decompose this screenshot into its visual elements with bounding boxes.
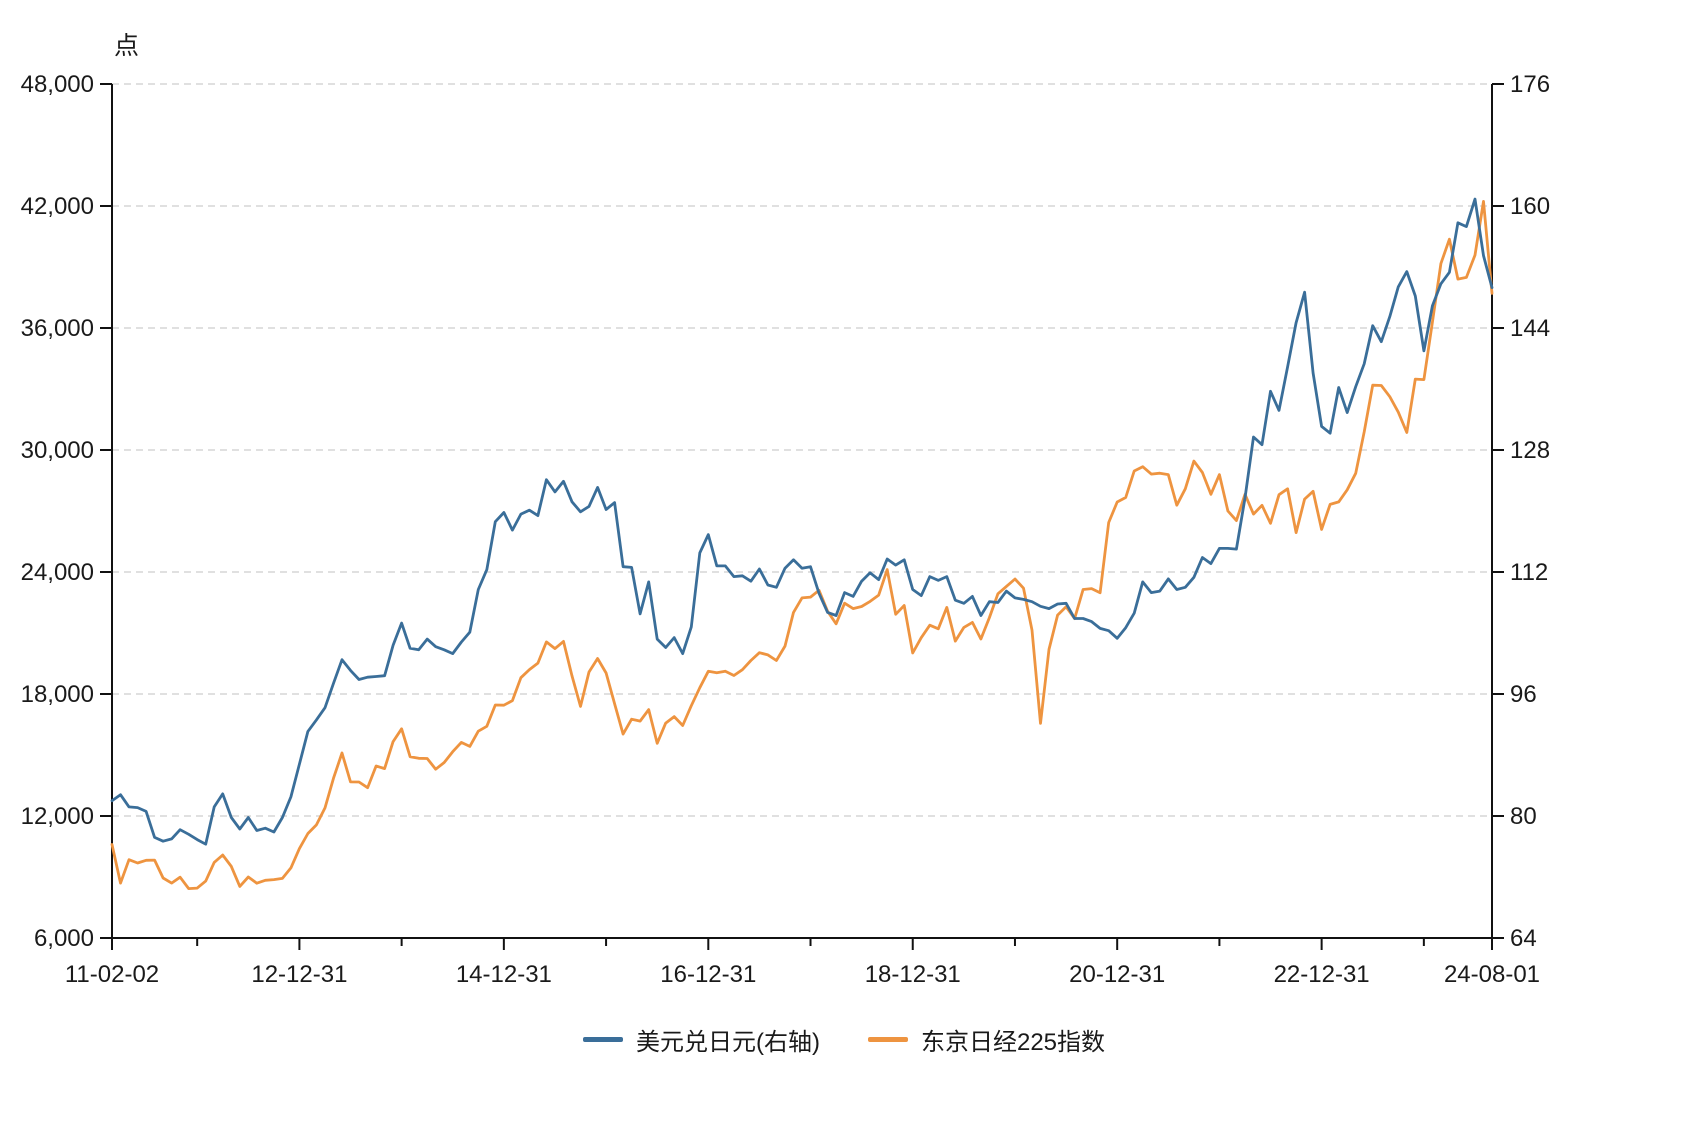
right-axis-tick-label: 64 [1510, 925, 1537, 952]
right-axis-tick-label: 112 [1510, 559, 1548, 586]
right-axis-tick-label: 80 [1510, 803, 1537, 830]
nikkei-line-swatch [867, 1037, 908, 1042]
legend-item-nikkei: 东京日经225指数 [867, 1022, 1106, 1057]
usdjpy-legend-label: 美元兑日元(右轴) [635, 1029, 820, 1056]
left-axis-unit-label: 点 [114, 32, 140, 60]
gridlines [112, 83, 1492, 817]
legend-item-usdjpy: 美元兑日元(右轴) [582, 1022, 820, 1057]
x-axis-tick-label: 14-12-31 [456, 961, 552, 988]
legend: 美元兑日元(右轴) 东京日经225指数 [0, 1022, 1688, 1057]
right-axis: 64 80 96 112 128 144 160 176 [1492, 71, 1550, 952]
right-axis-tick-label: 176 [1510, 71, 1550, 98]
left-axis-tick-label: 42,000 [21, 193, 94, 220]
left-axis-tick-label: 36,000 [21, 315, 94, 342]
x-axis-tick-label: 18-12-31 [865, 961, 961, 988]
left-axis: 6,000 12,000 18,000 24,000 30,000 36,000 42,00… [21, 71, 112, 952]
series-line-nikkei [110, 199, 1494, 890]
usdjpy-line-swatch [582, 1037, 623, 1042]
x-axis-tick-label: 11-02-02 [65, 961, 159, 988]
x-axis-tick-label: 12-12-31 [251, 961, 347, 988]
left-axis-tick-label: 30,000 [21, 437, 94, 464]
x-axis: 11-02-02 12-12-31 14-12-31 16-12-31 18-12-31… [65, 938, 1540, 988]
x-axis-tick-label: 24-08-01 [1444, 961, 1540, 988]
x-axis-tick-label: 22-12-31 [1274, 961, 1370, 988]
x-axis-tick-label: 16-12-31 [660, 961, 756, 988]
left-axis-tick-label: 24,000 [21, 559, 94, 586]
left-axis-tick-label: 18,000 [21, 681, 94, 708]
left-axis-tick-label: 6,000 [34, 925, 94, 952]
left-axis-tick-label: 12,000 [21, 803, 94, 830]
axis-frame [111, 84, 1493, 939]
right-axis-tick-label: 96 [1510, 681, 1537, 708]
right-axis-tick-label: 160 [1510, 193, 1550, 220]
x-axis-tick-label: 20-12-31 [1069, 961, 1165, 988]
right-axis-tick-label: 144 [1510, 315, 1550, 342]
series-line-usdjpy [110, 197, 1494, 846]
left-axis-tick-label: 48,000 [21, 71, 94, 98]
nikkei-legend-label: 东京日经225指数 [920, 1029, 1106, 1056]
right-axis-tick-label: 128 [1510, 437, 1550, 464]
